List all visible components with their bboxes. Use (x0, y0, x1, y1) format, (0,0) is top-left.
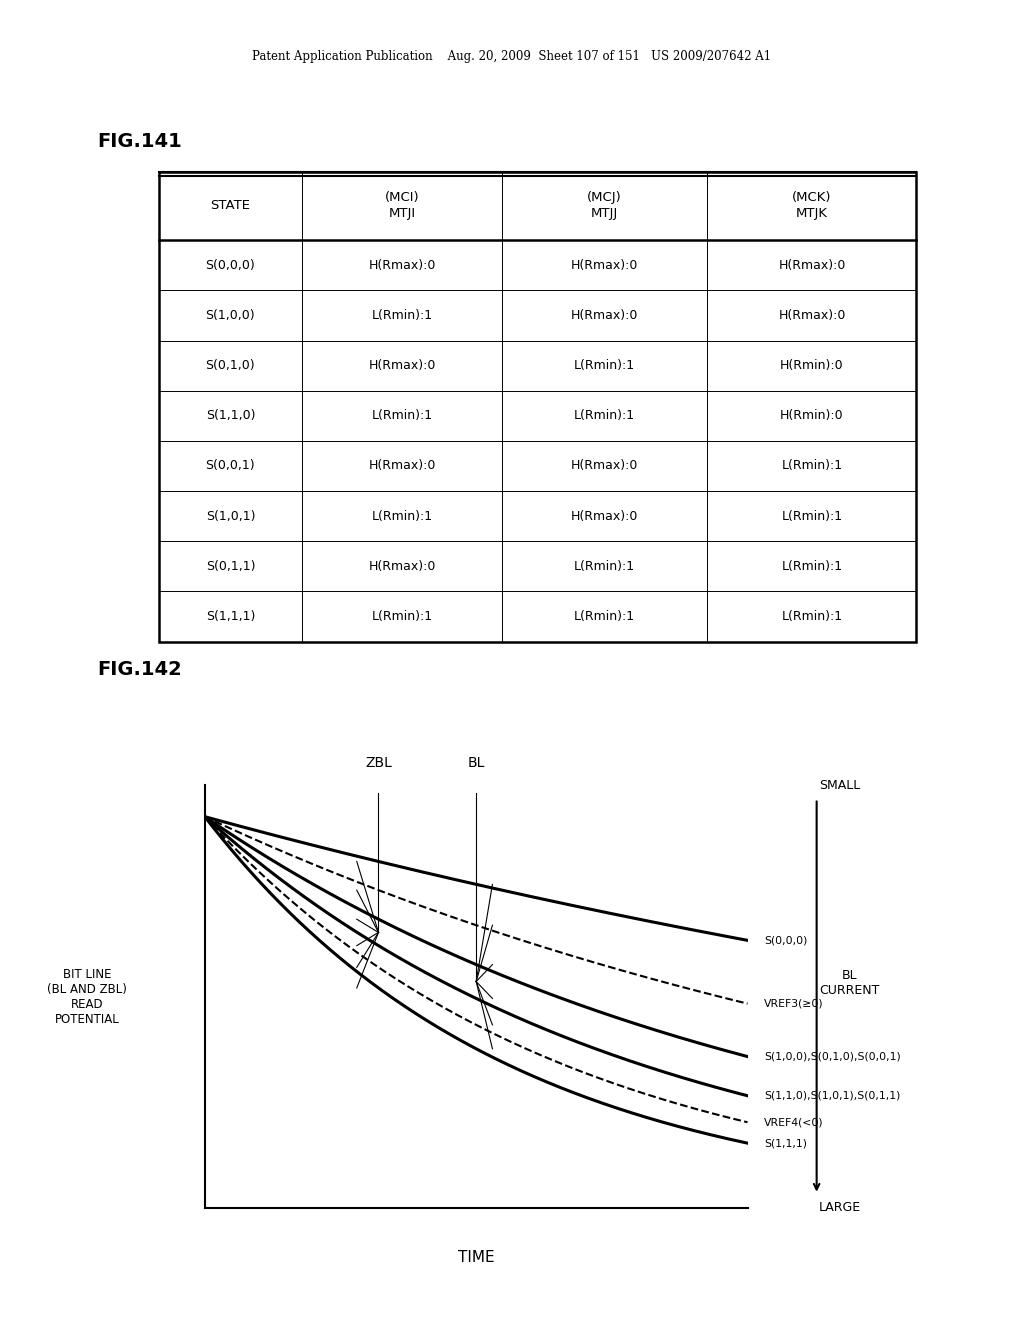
Text: SMALL: SMALL (819, 779, 860, 792)
Text: H(Rmin):0: H(Rmin):0 (780, 409, 844, 422)
Text: S(0,1,1): S(0,1,1) (206, 560, 255, 573)
Text: TIME: TIME (458, 1250, 495, 1265)
Text: H(Rmax):0: H(Rmax):0 (570, 510, 638, 523)
Text: L(Rmin):1: L(Rmin):1 (573, 610, 635, 623)
Text: H(Rmax):0: H(Rmax):0 (369, 359, 436, 372)
Text: S(1,1,0): S(1,1,0) (206, 409, 255, 422)
Text: FIG.142: FIG.142 (97, 660, 182, 678)
Text: LARGE: LARGE (819, 1201, 861, 1214)
Text: L(Rmin):1: L(Rmin):1 (781, 510, 843, 523)
Text: H(Rmax):0: H(Rmax):0 (570, 459, 638, 473)
Text: ZBL: ZBL (365, 756, 392, 770)
Text: S(0,1,0): S(0,1,0) (206, 359, 255, 372)
Text: S(0,0,1): S(0,0,1) (206, 459, 255, 473)
Text: L(Rmin):1: L(Rmin):1 (781, 459, 843, 473)
Text: L(Rmin):1: L(Rmin):1 (573, 359, 635, 372)
Text: H(Rmax):0: H(Rmax):0 (570, 259, 638, 272)
Text: L(Rmin):1: L(Rmin):1 (781, 610, 843, 623)
Text: L(Rmin):1: L(Rmin):1 (781, 560, 843, 573)
Text: S(1,0,0),S(0,1,0),S(0,0,1): S(1,0,0),S(0,1,0),S(0,0,1) (764, 1052, 900, 1061)
Text: VREF3(≥0): VREF3(≥0) (764, 999, 823, 1008)
Text: H(Rmin):0: H(Rmin):0 (780, 359, 844, 372)
Text: L(Rmin):1: L(Rmin):1 (573, 409, 635, 422)
Text: S(1,0,1): S(1,0,1) (206, 510, 255, 523)
Text: H(Rmax):0: H(Rmax):0 (369, 560, 436, 573)
Text: (MCJ)
MTJJ: (MCJ) MTJJ (587, 191, 622, 220)
Text: S(0,0,0): S(0,0,0) (206, 259, 255, 272)
Text: L(Rmin):1: L(Rmin):1 (573, 560, 635, 573)
Text: L(Rmin):1: L(Rmin):1 (372, 409, 433, 422)
Text: BIT LINE
(BL AND ZBL)
READ
POTENTIAL: BIT LINE (BL AND ZBL) READ POTENTIAL (47, 968, 127, 1026)
Text: H(Rmax):0: H(Rmax):0 (570, 309, 638, 322)
Text: S(1,1,1): S(1,1,1) (206, 610, 255, 623)
Text: H(Rmax):0: H(Rmax):0 (778, 309, 846, 322)
Text: S(0,0,0): S(0,0,0) (764, 936, 807, 945)
Text: BL
CURRENT: BL CURRENT (819, 969, 880, 998)
Text: L(Rmin):1: L(Rmin):1 (372, 510, 433, 523)
Text: Patent Application Publication    Aug. 20, 2009  Sheet 107 of 151   US 2009/2076: Patent Application Publication Aug. 20, … (253, 50, 771, 63)
Text: VREF4(<0): VREF4(<0) (764, 1117, 823, 1127)
Text: L(Rmin):1: L(Rmin):1 (372, 610, 433, 623)
Text: H(Rmax):0: H(Rmax):0 (369, 259, 436, 272)
Text: BL: BL (468, 756, 484, 770)
Text: S(1,1,1): S(1,1,1) (764, 1138, 807, 1148)
Text: H(Rmax):0: H(Rmax):0 (369, 459, 436, 473)
Text: (MCK)
MTJK: (MCK) MTJK (793, 191, 831, 220)
Text: FIG.141: FIG.141 (97, 132, 182, 150)
Text: S(1,0,0): S(1,0,0) (206, 309, 255, 322)
Text: (MCI)
MTJI: (MCI) MTJI (385, 191, 420, 220)
Text: H(Rmax):0: H(Rmax):0 (778, 259, 846, 272)
Text: STATE: STATE (210, 199, 251, 213)
Text: L(Rmin):1: L(Rmin):1 (372, 309, 433, 322)
Text: S(1,1,0),S(1,0,1),S(0,1,1): S(1,1,0),S(1,0,1),S(0,1,1) (764, 1090, 900, 1101)
